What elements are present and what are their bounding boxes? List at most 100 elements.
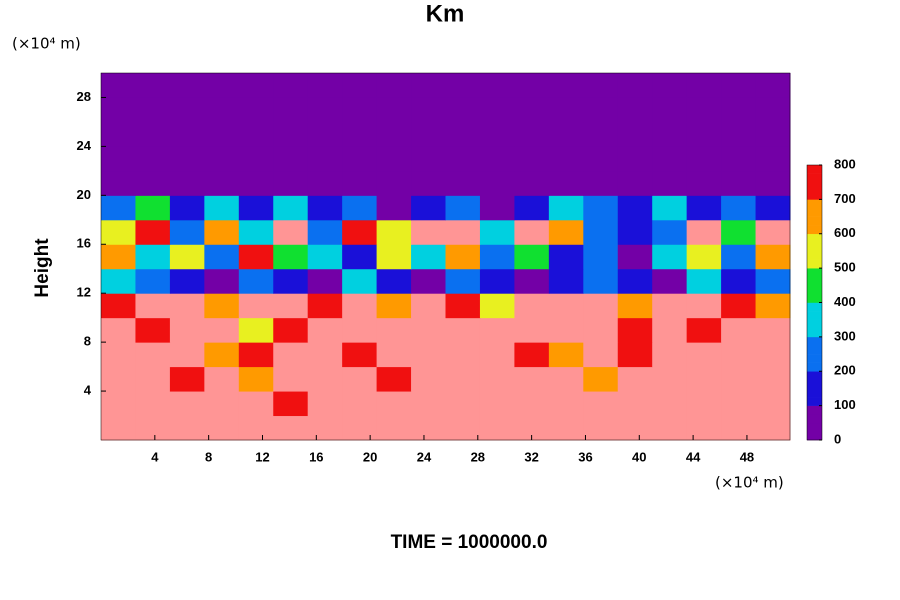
heatmap-cell: [583, 97, 619, 123]
heatmap-cell: [101, 366, 136, 392]
heatmap-cell: [652, 97, 688, 123]
heatmap-cell: [721, 73, 757, 98]
heatmap-cell: [583, 268, 619, 294]
heatmap-cell: [721, 121, 757, 147]
heatmap-cell: [204, 391, 240, 417]
colorbar-tick-label: 0: [834, 431, 841, 446]
colorbar-swatch: [807, 354, 822, 363]
heatmap-cell: [479, 391, 515, 417]
x-tick-label: 12: [255, 449, 269, 464]
heatmap-cell: [411, 268, 446, 294]
heatmap-cell: [652, 293, 688, 319]
heatmap-cell: [755, 342, 791, 368]
heatmap-cell: [307, 121, 343, 147]
heatmap: [101, 73, 791, 441]
heatmap-cell: [686, 195, 722, 221]
heatmap-cell: [101, 121, 136, 147]
heatmap-cell: [755, 73, 791, 98]
heatmap-cell: [652, 366, 688, 392]
x-tick-label: 28: [471, 449, 485, 464]
heatmap-cell: [755, 268, 791, 294]
heatmap-cell: [583, 415, 619, 441]
colorbar-swatch: [807, 250, 822, 260]
heatmap-cell: [514, 97, 550, 123]
heatmap-cell: [342, 415, 378, 441]
heatmap-cell: [376, 317, 412, 343]
heatmap-cell: [135, 391, 171, 417]
heatmap-cell: [583, 366, 619, 392]
heatmap-cell: [479, 97, 515, 123]
heatmap-cell: [376, 244, 412, 270]
heatmap-cell: [445, 146, 481, 172]
colorbar-swatch: [807, 268, 822, 278]
heatmap-cell: [652, 244, 688, 270]
heatmap-cell: [204, 244, 240, 270]
heatmap-cell: [342, 97, 378, 123]
heatmap-cell: [342, 244, 378, 270]
heatmap-cell: [376, 268, 412, 294]
heatmap-cell: [514, 317, 550, 343]
colorbar-tick-label: 200: [834, 363, 856, 378]
heatmap-cell: [445, 121, 481, 147]
heatmap-cell: [548, 366, 584, 392]
heatmap-cell: [445, 195, 481, 221]
heatmap-cell: [376, 97, 412, 123]
heatmap-cell: [755, 391, 791, 417]
heatmap-cell: [721, 366, 757, 392]
heatmap-cell: [411, 317, 446, 343]
heatmap-cell: [548, 391, 584, 417]
heatmap-cell: [342, 195, 378, 221]
colorbar-swatch: [807, 276, 822, 286]
colorbar-swatch: [807, 405, 822, 415]
x-tick-label: 40: [632, 449, 646, 464]
heatmap-cell: [238, 268, 274, 294]
x-tick-label: 48: [740, 449, 754, 464]
heatmap-cell: [514, 366, 550, 392]
heatmap-cell: [342, 293, 378, 319]
heatmap-cell: [411, 219, 446, 245]
heatmap-cell: [686, 244, 722, 270]
x-tick-label: 20: [363, 449, 377, 464]
heatmap-cell: [755, 317, 791, 343]
heatmap-cell: [652, 121, 688, 147]
heatmap-cell: [135, 415, 171, 441]
heatmap-cell: [101, 317, 136, 343]
heatmap-cell: [721, 146, 757, 172]
heatmap-cell: [238, 317, 274, 343]
heatmap-cell: [169, 244, 205, 270]
colorbar-swatch: [807, 173, 822, 183]
heatmap-cell: [101, 73, 136, 98]
heatmap-cell: [548, 317, 584, 343]
y-tick-label: 16: [77, 236, 91, 251]
heatmap-cell: [445, 219, 481, 245]
heatmap-cell: [514, 73, 550, 98]
heatmap-cell: [273, 342, 309, 368]
heatmap-cell: [514, 170, 550, 196]
heatmap-cell: [238, 415, 274, 441]
heatmap-cell: [238, 97, 274, 123]
heatmap-cell: [169, 121, 205, 147]
heatmap-cell: [479, 293, 515, 319]
heatmap-cell: [583, 342, 619, 368]
heatmap-cell: [204, 97, 240, 123]
heatmap-cell: [376, 219, 412, 245]
colorbar-tick-label: 400: [834, 294, 856, 309]
heatmap-cell: [135, 195, 171, 221]
heatmap-cell: [445, 293, 481, 319]
heatmap-cell: [721, 195, 757, 221]
heatmap-cell: [204, 121, 240, 147]
heatmap-cell: [548, 244, 584, 270]
heatmap-cell: [376, 146, 412, 172]
y-axis-label: Height: [32, 238, 53, 298]
heatmap-cell: [548, 219, 584, 245]
heatmap-cell: [307, 195, 343, 221]
heatmap-cell: [169, 195, 205, 221]
heatmap-cell: [548, 97, 584, 123]
heatmap-cell: [583, 73, 619, 98]
heatmap-cell: [204, 219, 240, 245]
heatmap-cell: [101, 268, 136, 294]
heatmap-cell: [411, 415, 446, 441]
heatmap-cell: [101, 195, 136, 221]
heatmap-cell: [548, 415, 584, 441]
colorbar-swatch: [807, 371, 822, 381]
